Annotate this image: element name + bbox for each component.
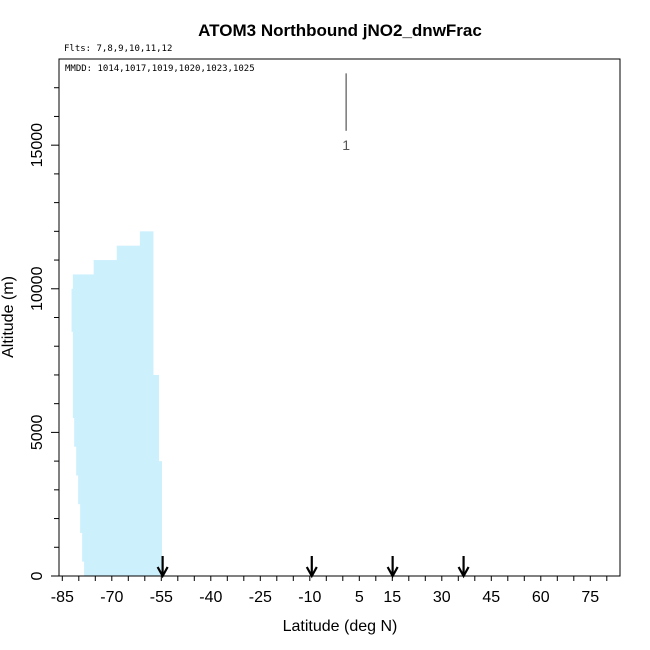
marker-head (305, 566, 318, 579)
x-tick-label: -25 (249, 589, 272, 606)
y-axis: 0 5000 10000 15000 (29, 87, 59, 580)
marker-arrow (457, 556, 470, 579)
chart-title: ATOM3 Northbound jNO2_dnwFrac (198, 21, 482, 40)
data-column (74, 274, 77, 447)
data-column (158, 461, 163, 576)
marker-arrow (386, 556, 399, 579)
marker-arrow (305, 556, 318, 579)
x-tick-label: -85 (51, 589, 74, 606)
flight-markers (156, 556, 470, 579)
x-tick-label: 45 (482, 589, 500, 606)
marker-arrow (156, 556, 169, 579)
y-tick-label: 10000 (29, 266, 46, 311)
dates-note: MMDD: 1014,1017,1019,1020,1023,1025 (65, 64, 255, 74)
x-tick-label: -10 (298, 589, 321, 606)
data-column (153, 374, 160, 576)
data-column (82, 274, 85, 562)
x-axis: -85 -70 -55 -40 -25 -10 5 15 30 45 60 75 (51, 576, 608, 606)
x-tick-label: 60 (532, 589, 550, 606)
y-tick-label: 5000 (29, 414, 46, 450)
scale-bar-label: 1 (342, 137, 350, 153)
data-column (78, 274, 81, 505)
data-column (71, 288, 74, 332)
x-tick-label: -40 (199, 589, 222, 606)
data-column (139, 231, 154, 577)
data-column (72, 274, 75, 419)
plot-data (71, 231, 163, 577)
data-column (93, 260, 118, 576)
data-column (80, 274, 83, 533)
marker-head (457, 566, 470, 579)
data-column (116, 245, 141, 576)
y-tick-label: 15000 (29, 123, 46, 168)
data-column (76, 274, 79, 476)
y-tick-label: 0 (29, 571, 46, 580)
x-tick-label: 30 (433, 589, 451, 606)
x-tick-label: -55 (150, 589, 173, 606)
x-tick-label: 15 (383, 589, 401, 606)
x-tick-label: 5 (355, 589, 364, 606)
marker-head (156, 566, 169, 579)
marker-head (386, 566, 399, 579)
x-tick-label: 75 (581, 589, 599, 606)
scale-bar: 1 (342, 73, 350, 153)
data-column (84, 274, 95, 576)
x-tick-label: -70 (100, 589, 123, 606)
y-axis-label: Altitude (m) (0, 276, 17, 358)
flights-note: Flts: 7,8,9,10,11,12 (64, 44, 172, 54)
x-axis-label: Latitude (deg N) (283, 618, 398, 635)
